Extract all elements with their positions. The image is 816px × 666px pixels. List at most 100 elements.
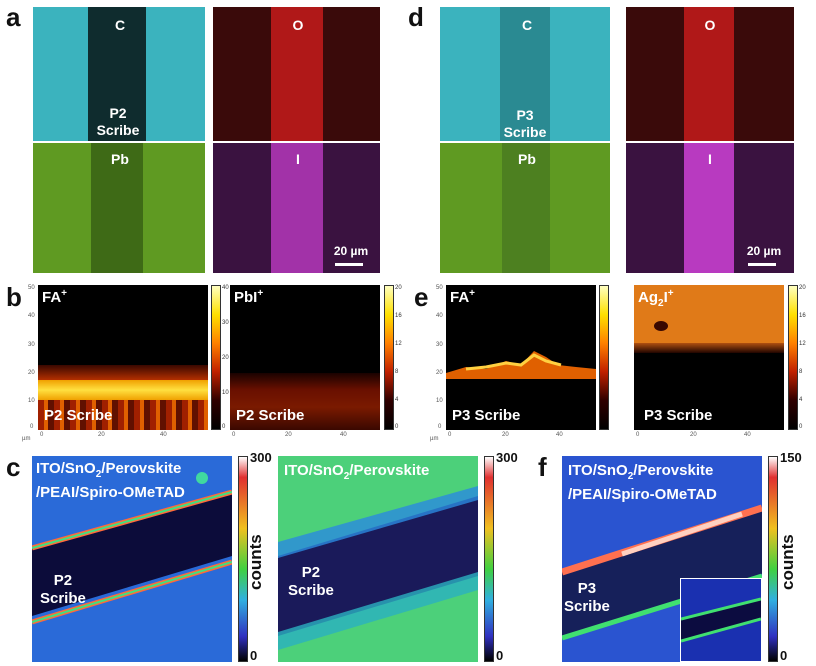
panel-letter-f: f: [538, 452, 547, 482]
x-tick: 40: [744, 432, 751, 438]
eds-map-d-i: I 20 µm: [626, 143, 794, 273]
cbar-tick: 40: [222, 285, 229, 291]
eds-label: O: [292, 17, 304, 33]
x-tick: 40: [556, 432, 563, 438]
colorbar-c-right: [484, 456, 494, 662]
scribe-band: [32, 472, 232, 625]
y-tick: 0: [438, 424, 442, 430]
x-tick: 0: [232, 432, 236, 438]
y-tick: 20: [28, 370, 35, 376]
x-tick: 0: [636, 432, 640, 438]
scale-bar: [748, 263, 776, 266]
cbar-tick: 20: [395, 285, 402, 291]
panel-letter-e: e: [414, 282, 429, 312]
y-tick: 30: [436, 342, 443, 348]
panel-letter-d: d: [408, 2, 424, 32]
colorbar-b-fa: [211, 285, 221, 430]
scale-bar: [335, 263, 363, 266]
y-tick: 20: [436, 370, 443, 376]
stack-label: ITO/SnO2/Perovskite: [284, 462, 430, 482]
eds-map-a-c: C P2 Scribe: [33, 7, 205, 141]
cbar-max: 300: [496, 450, 518, 465]
scribe-label: P2 Scribe: [288, 564, 334, 599]
cbar-tick: 20: [799, 285, 806, 291]
colorbar-e-fa: [599, 285, 609, 430]
tof-map-e-ag2i: Ag2I+ P3 Scribe: [634, 285, 784, 430]
eds-map-a-pb: Pb: [33, 143, 205, 273]
cbar-label: counts: [246, 534, 265, 590]
scribe-label: P3 Scribe: [644, 407, 713, 424]
x-tick: 20: [98, 432, 105, 438]
cbar-tick: 0: [395, 424, 399, 430]
y-tick: 50: [436, 285, 443, 291]
cbar-label: counts: [778, 534, 797, 590]
panel-letter-a: a: [6, 2, 21, 32]
eds-label: C: [114, 17, 126, 33]
scribe-label: P3 Scribe: [564, 580, 610, 615]
y-tick: 0: [30, 424, 34, 430]
y-tick: 30: [28, 342, 35, 348]
eds-map-d-c: C P3 Scribe: [440, 7, 610, 141]
scribe-label: P2 Scribe: [40, 572, 86, 607]
eds-map-a-o: O: [213, 7, 380, 141]
cbar-tick: 4: [395, 397, 399, 403]
cbar-tick: 10: [222, 390, 229, 396]
x-tick: 40: [340, 432, 347, 438]
scribe-label: P2 Scribe: [44, 407, 113, 424]
cbar-tick: 0: [799, 424, 803, 430]
cbar-min: 0: [250, 648, 258, 663]
y-tick: 50: [28, 285, 35, 291]
tof-map-b-pbi: PbI+ P2 Scribe: [230, 285, 380, 430]
cbar-min: 0: [780, 648, 788, 663]
eds-label: I: [708, 151, 712, 167]
cbar-tick: 16: [395, 313, 402, 319]
stack-label: ITO/SnO2/Perovskite/PEAI/Spiro-OMeTAD: [568, 462, 717, 503]
eds-map-d-pb: Pb: [440, 143, 610, 273]
y-tick: 10: [436, 398, 443, 404]
counts-map-c-perovskite: ITO/SnO2/Perovskite P2 Scribe: [278, 456, 478, 662]
tof-map-b-fa: FA+ P2 Scribe: [38, 285, 208, 430]
cbar-tick: 16: [799, 313, 806, 319]
cbar-tick: 8: [395, 369, 399, 375]
y-tick: 40: [28, 313, 35, 319]
cbar-tick: 20: [222, 355, 229, 361]
axis-unit: µm: [22, 436, 31, 442]
ion-label: PbI+: [234, 288, 264, 306]
colorbar-f: [768, 456, 778, 662]
fa-layer-trace: [446, 351, 596, 379]
x-tick: 0: [40, 432, 44, 438]
eds-label: C: [521, 17, 533, 33]
cbar-tick: 12: [395, 341, 402, 347]
panel-letter-c: c: [6, 452, 21, 482]
cbar-tick: 12: [799, 341, 806, 347]
scribe-label: P3 Scribe: [503, 107, 547, 140]
ion-label: FA+: [450, 288, 476, 306]
eds-map-a-i: I 20 µm: [213, 143, 380, 273]
x-tick: 20: [502, 432, 509, 438]
scribe-label: P2 Scribe: [96, 105, 140, 138]
cbar-max: 150: [780, 450, 802, 465]
eds-label: Pb: [111, 151, 129, 167]
eds-label: Pb: [518, 151, 536, 167]
scale-bar-label: 20 µm: [333, 244, 369, 258]
colorbar-e-ag2i: [788, 285, 798, 430]
cbar-tick: 30: [222, 320, 229, 326]
tof-map-e-fa: FA+ P3 Scribe: [446, 285, 596, 430]
cbar-tick: 4: [799, 397, 803, 403]
scale-bar-label: 20 µm: [746, 244, 782, 258]
x-tick: 20: [285, 432, 292, 438]
colorbar-c-left: [238, 456, 248, 662]
y-tick: 40: [436, 313, 443, 319]
eds-label: O: [704, 17, 716, 33]
x-tick: 20: [690, 432, 697, 438]
cbar-max: 300: [250, 450, 272, 465]
scribe-label: P3 Scribe: [452, 407, 521, 424]
stack-label: ITO/SnO2/Perovskite/PEAI/Spiro-OMeTAD: [36, 460, 185, 501]
inset-traces: [680, 597, 762, 643]
eds-map-d-o: O: [626, 7, 794, 141]
scribe-band: [278, 486, 478, 650]
x-tick: 40: [160, 432, 167, 438]
cbar-tick: 0: [222, 424, 226, 430]
eds-label: I: [296, 151, 300, 167]
x-tick: 0: [448, 432, 452, 438]
